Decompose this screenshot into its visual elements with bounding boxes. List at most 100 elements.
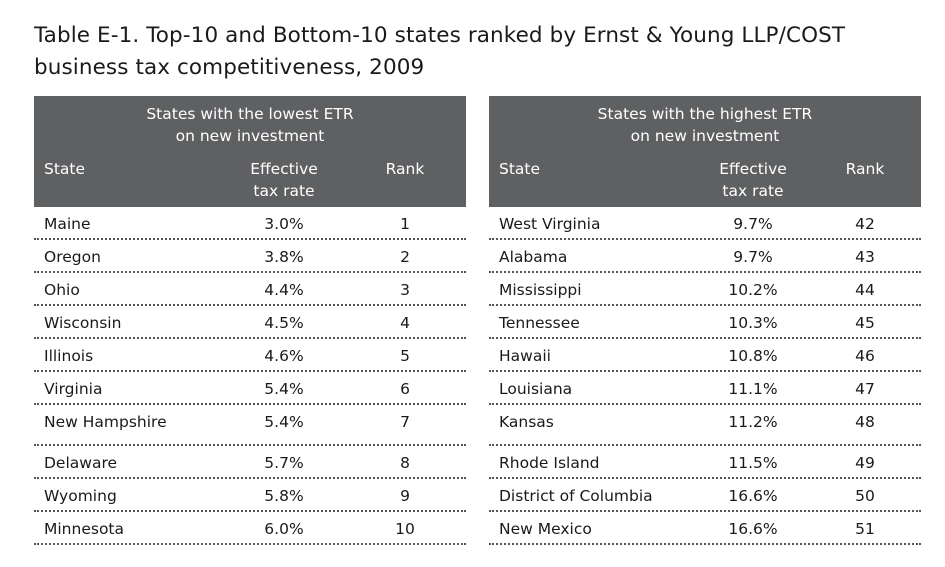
group-header-line-2: on new investment — [175, 127, 325, 145]
cell-rank: 3 — [400, 281, 410, 299]
table-row: Alabama 9.7% 43 — [489, 240, 921, 273]
cell-rank: 48 — [855, 413, 875, 431]
table-row: Hawaii 10.8% 46 — [489, 339, 921, 372]
title-line-2: business tax competitiveness, 2009 — [34, 55, 425, 80]
column-header-rank: Rank — [845, 160, 885, 178]
cell-rank: 7 — [400, 413, 410, 431]
table-row: Ohio 4.4% 3 — [34, 273, 466, 306]
table-body: Maine 3.0% 1 Oregon 3.8% 2 Ohio 4.4% 3 Wiscons… — [34, 207, 466, 545]
table-row: Tennessee 10.3% 45 — [489, 306, 921, 339]
cell-etr: 9.7% — [733, 248, 773, 266]
cell-etr: 16.6% — [728, 487, 778, 505]
column-header-state: State — [499, 160, 541, 178]
cell-etr: 16.6% — [728, 520, 778, 538]
cell-rank: 8 — [400, 454, 410, 472]
table-row: Maine 3.0% 1 — [34, 207, 466, 240]
table-body: West Virginia 9.7% 42 Alabama 9.7% 43 Missis… — [489, 207, 921, 545]
column-header-etr: Effective tax rate — [224, 158, 344, 202]
column-header-etr-line-2: tax rate — [253, 182, 315, 200]
group-header: States with the highest ETR on new inves… — [489, 103, 921, 147]
cell-rank: 42 — [855, 215, 875, 233]
cell-etr: 6.0% — [264, 520, 304, 538]
cell-etr: 11.2% — [728, 413, 778, 431]
cell-rank: 50 — [855, 487, 875, 505]
cell-state: Mississippi — [499, 281, 582, 299]
group-header-line-1: States with the highest ETR — [597, 105, 813, 123]
cell-state: Maine — [44, 215, 91, 233]
cell-state: West Virginia — [499, 215, 601, 233]
group-header: States with the lowest ETR on new invest… — [34, 103, 466, 147]
cell-etr: 4.5% — [264, 314, 304, 332]
table-row: Illinois 4.6% 5 — [34, 339, 466, 372]
column-header-etr-line-1: Effective — [719, 160, 787, 178]
table-row: New Mexico 16.6% 51 — [489, 512, 921, 545]
cell-etr: 4.4% — [264, 281, 304, 299]
cell-state: Illinois — [44, 347, 94, 365]
table-row: Virginia 5.4% 6 — [34, 372, 466, 405]
lowest-etr-table: States with the lowest ETR on new invest… — [34, 96, 466, 545]
table-row: District of Columbia 16.6% 50 — [489, 479, 921, 512]
cell-state: Hawaii — [499, 347, 551, 365]
column-header-rank: Rank — [385, 160, 425, 178]
cell-rank: 5 — [400, 347, 410, 365]
column-header-etr-line-1: Effective — [250, 160, 318, 178]
table-row: Oregon 3.8% 2 — [34, 240, 466, 273]
cell-etr: 5.7% — [264, 454, 304, 472]
cell-state: New Hampshire — [44, 413, 167, 431]
cell-state: Tennessee — [499, 314, 580, 332]
cell-state: Virginia — [44, 380, 103, 398]
cell-state: Oregon — [44, 248, 101, 266]
table-row: New Hampshire 5.4% 7 — [34, 405, 466, 446]
cell-etr: 10.2% — [728, 281, 778, 299]
cell-state: Wisconsin — [44, 314, 122, 332]
cell-rank: 43 — [855, 248, 875, 266]
table-row: Mississippi 10.2% 44 — [489, 273, 921, 306]
table-row: Kansas 11.2% 48 — [489, 405, 921, 446]
highest-etr-table: States with the highest ETR on new inves… — [489, 96, 921, 545]
table-header: States with the lowest ETR on new invest… — [34, 96, 466, 207]
cell-rank: 6 — [400, 380, 410, 398]
table-row: Minnesota 6.0% 10 — [34, 512, 466, 545]
cell-etr: 5.4% — [264, 413, 304, 431]
cell-etr: 3.8% — [264, 248, 304, 266]
cell-rank: 47 — [855, 380, 875, 398]
cell-rank: 10 — [395, 520, 415, 538]
title-line-1: Table E-1. Top-10 and Bottom-10 states r… — [34, 23, 846, 48]
column-header-etr-line-2: tax rate — [722, 182, 784, 200]
cell-rank: 46 — [855, 347, 875, 365]
cell-state: Minnesota — [44, 520, 124, 538]
table-row: Wisconsin 4.5% 4 — [34, 306, 466, 339]
cell-etr: 5.8% — [264, 487, 304, 505]
cell-state: Wyoming — [44, 487, 117, 505]
table-row: Wyoming 5.8% 9 — [34, 479, 466, 512]
table-row: Rhode Island 11.5% 49 — [489, 446, 921, 479]
cell-rank: 4 — [400, 314, 410, 332]
table-header: States with the highest ETR on new inves… — [489, 96, 921, 207]
column-header-etr: Effective tax rate — [693, 158, 813, 202]
cell-rank: 1 — [400, 215, 410, 233]
cell-etr: 9.7% — [733, 215, 773, 233]
cell-etr: 5.4% — [264, 380, 304, 398]
cell-rank: 45 — [855, 314, 875, 332]
cell-state: Alabama — [499, 248, 568, 266]
cell-etr: 10.3% — [728, 314, 778, 332]
cell-etr: 10.8% — [728, 347, 778, 365]
cell-state: Delaware — [44, 454, 118, 472]
cell-etr: 11.5% — [728, 454, 778, 472]
cell-state: Louisiana — [499, 380, 573, 398]
table-row: West Virginia 9.7% 42 — [489, 207, 921, 240]
table-row: Delaware 5.7% 8 — [34, 446, 466, 479]
cell-rank: 9 — [400, 487, 410, 505]
cell-rank: 44 — [855, 281, 875, 299]
column-header-state: State — [44, 160, 86, 178]
cell-rank: 2 — [400, 248, 410, 266]
group-header-line-2: on new investment — [630, 127, 780, 145]
page-title: Table E-1. Top-10 and Bottom-10 states r… — [34, 20, 934, 84]
cell-state: Rhode Island — [499, 454, 600, 472]
cell-state: Kansas — [499, 413, 554, 431]
cell-state: Ohio — [44, 281, 80, 299]
cell-state: New Mexico — [499, 520, 592, 538]
cell-etr: 4.6% — [264, 347, 304, 365]
table-row: Louisiana 11.1% 47 — [489, 372, 921, 405]
cell-etr: 3.0% — [264, 215, 304, 233]
